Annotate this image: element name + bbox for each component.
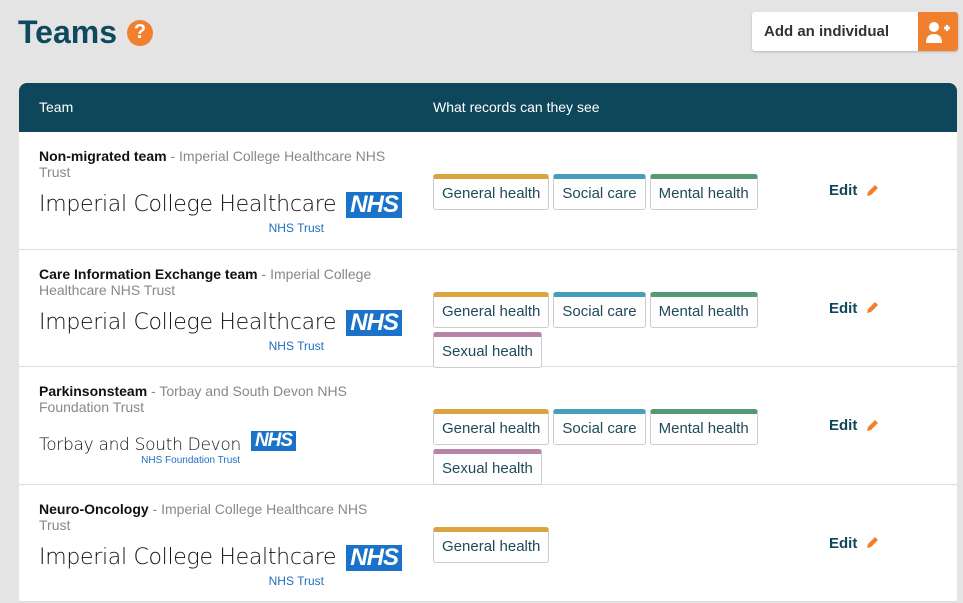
edit-label: Edit bbox=[829, 299, 858, 317]
table-row: Neuro-Oncology - Imperial College Health… bbox=[19, 485, 957, 602]
team-name: Neuro-Oncology bbox=[39, 500, 149, 517]
pencil-icon bbox=[867, 419, 879, 431]
record-tag: Sexual health bbox=[433, 331, 542, 368]
edit-label: Edit bbox=[829, 534, 858, 552]
team-org: - Imperial College Healthcare NHS Trust bbox=[39, 265, 372, 298]
table-row: Care Information Exchange team - Imperia… bbox=[19, 250, 957, 368]
record-tag: Social care bbox=[553, 174, 646, 210]
record-tag: Mental health bbox=[649, 174, 758, 210]
team-name: Care Information Exchange team bbox=[39, 265, 258, 282]
nhs-logo: NHS bbox=[346, 192, 402, 218]
add-individual-button[interactable]: Add an individual bbox=[752, 12, 958, 51]
team-org: - Imperial College Healthcare NHS Trust bbox=[39, 148, 386, 180]
logo-subtext: NHS Trust bbox=[268, 221, 324, 235]
edit-label: Edit bbox=[829, 417, 858, 434]
nhs-logo: NHS bbox=[346, 544, 402, 571]
record-tags: General health Social care Mental health Se… bbox=[433, 409, 773, 485]
logo-subtext: NHS Trust bbox=[268, 338, 324, 353]
add-user-icon bbox=[918, 12, 958, 51]
logo-text: Imperial College Healthcare bbox=[39, 309, 337, 335]
nhs-logo: NHS bbox=[346, 309, 402, 336]
teams-table: Team What records can they see Non-migra… bbox=[19, 83, 957, 602]
team-info: Care Information Exchange team - Imperia… bbox=[39, 266, 399, 298]
pencil-icon bbox=[867, 302, 879, 313]
help-icon[interactable]: ? bbox=[127, 19, 154, 46]
record-tag: General health bbox=[433, 526, 550, 563]
org-logo: Imperial College Healthcare NHS NHS Trust bbox=[39, 192, 402, 235]
logo-text: Imperial College Healthcare bbox=[39, 544, 337, 570]
record-tag: General health bbox=[433, 174, 550, 210]
table-header: Team What records can they see bbox=[19, 83, 957, 132]
team-name: Parkinsonsteam bbox=[39, 383, 148, 399]
team-name: Non-migrated team bbox=[39, 148, 167, 164]
col-team: Team bbox=[39, 99, 74, 115]
record-tag: General health bbox=[433, 291, 550, 328]
page-title: Teams? bbox=[18, 14, 154, 51]
edit-button[interactable]: Edit bbox=[829, 535, 879, 552]
edit-button[interactable]: Edit bbox=[829, 182, 879, 199]
team-org: - Imperial College Healthcare NHS Trust bbox=[39, 500, 368, 533]
record-tag: Social care bbox=[553, 409, 646, 445]
org-logo: Imperial College Healthcare NHS NHS Trust bbox=[39, 544, 402, 588]
col-records: What records can they see bbox=[433, 99, 600, 115]
org-logo: Torbay and South Devon NHS NHS Foundation … bbox=[39, 431, 297, 466]
record-tag: Social care bbox=[553, 291, 646, 328]
team-info: Neuro-Oncology - Imperial College Health… bbox=[39, 501, 399, 533]
record-tags: General health Social care Mental health Se… bbox=[433, 291, 773, 368]
record-tags: General health bbox=[433, 526, 773, 563]
pencil-icon bbox=[867, 537, 879, 548]
edit-label: Edit bbox=[829, 182, 858, 199]
add-individual-label: Add an individual bbox=[764, 23, 890, 40]
logo-subtext: NHS Foundation Trust bbox=[141, 455, 241, 466]
record-tag: General health bbox=[433, 409, 550, 445]
team-info: Parkinsonsteam - Torbay and South Devon … bbox=[39, 383, 399, 415]
logo-text: Torbay and South Devon bbox=[39, 435, 241, 455]
org-logo: Imperial College Healthcare NHS NHS Trust bbox=[39, 309, 402, 353]
edit-button[interactable]: Edit bbox=[829, 417, 879, 434]
record-tag: Mental health bbox=[649, 409, 758, 445]
record-tag: Mental health bbox=[649, 291, 758, 328]
pencil-icon bbox=[867, 184, 879, 196]
table-row: Non-migrated team - Imperial College Hea… bbox=[19, 132, 957, 250]
team-info: Non-migrated team - Imperial College Hea… bbox=[39, 148, 399, 180]
team-org: - Torbay and South Devon NHS Foundation … bbox=[39, 383, 347, 415]
record-tag: Sexual health bbox=[433, 449, 542, 485]
logo-subtext: NHS Trust bbox=[268, 573, 324, 588]
page-title-text: Teams bbox=[18, 14, 118, 50]
table-row: Parkinsonsteam - Torbay and South Devon … bbox=[19, 367, 957, 485]
logo-text: Imperial College Healthcare bbox=[39, 192, 337, 217]
record-tags: General health Social care Mental health bbox=[433, 174, 773, 210]
edit-button[interactable]: Edit bbox=[829, 300, 879, 317]
nhs-logo: NHS bbox=[250, 431, 297, 451]
